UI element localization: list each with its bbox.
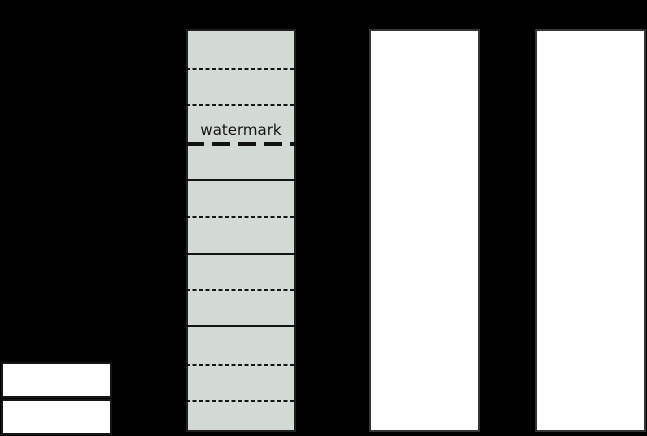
legend-box-1 (1, 362, 112, 398)
dashed-divider-line (186, 68, 296, 70)
watermark-threshold-line (186, 142, 296, 146)
dashed-divider-line (186, 289, 296, 291)
empty-column-1 (369, 29, 480, 432)
solid-divider-line (186, 325, 296, 327)
dashed-divider-line (186, 216, 296, 218)
dashed-divider-line (186, 400, 296, 402)
region-column: watermark (186, 29, 296, 432)
empty-column-2 (535, 29, 646, 432)
legend-box-2 (1, 399, 112, 435)
solid-divider-line (186, 179, 296, 181)
watermark-label: watermark (200, 121, 282, 139)
solid-divider-line (186, 253, 296, 255)
dashed-divider-line (186, 364, 296, 366)
dashed-divider-line (186, 104, 296, 106)
legend (1, 362, 112, 436)
